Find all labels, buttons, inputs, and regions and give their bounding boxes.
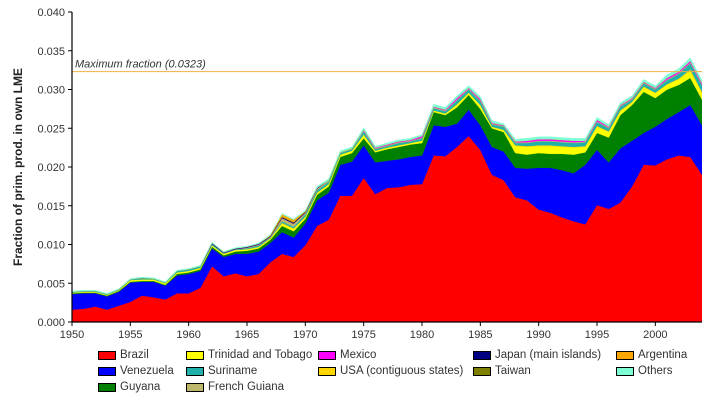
x-tick-label: 1975 bbox=[351, 329, 375, 341]
y-tick-label: 0.015 bbox=[37, 201, 65, 213]
legend-swatch-french-guiana bbox=[186, 382, 204, 392]
legend-label: Brazil bbox=[120, 349, 149, 361]
legend-label: Guyana bbox=[120, 381, 161, 393]
legend-label: Others bbox=[638, 365, 673, 377]
legend-item-argentina: Argentina bbox=[616, 349, 687, 361]
legend-item-suriname: Suriname bbox=[186, 365, 257, 377]
y-tick-label: 0.020 bbox=[37, 162, 65, 174]
x-tick-label: 1990 bbox=[526, 329, 550, 341]
legend-swatch-venezuela bbox=[98, 366, 116, 376]
legend-label: Argentina bbox=[638, 349, 688, 361]
legend-item-guyana: Guyana bbox=[98, 381, 160, 393]
legend-swatch-trinidad-and-tobago bbox=[186, 350, 204, 360]
x-tick-label: 1980 bbox=[410, 329, 434, 341]
y-ticks: 0.000 0.005 0.010 0.015 0.020 0.025 0.030 0.035… bbox=[37, 7, 72, 329]
legend-label: Mexico bbox=[340, 349, 377, 361]
legend-swatch-others bbox=[616, 366, 634, 376]
legend-swatch-brazil bbox=[98, 350, 116, 360]
y-axis-label: Fraction of prim. prod. in own LME bbox=[11, 68, 25, 266]
x-tick-label: 1970 bbox=[293, 329, 317, 341]
y-tick-label: 0.005 bbox=[37, 278, 65, 290]
legend-item-others: Others bbox=[616, 365, 673, 377]
y-tick-label: 0.000 bbox=[37, 317, 65, 329]
legend-item-trinidad-and-tobago: Trinidad and Tobago bbox=[186, 349, 312, 361]
legend: Brazil Venezuela Guyana Trinidad and Tob… bbox=[98, 349, 702, 409]
area-layers bbox=[71, 57, 702, 323]
legend-label: Venezuela bbox=[120, 365, 174, 377]
x-tick-label: 1955 bbox=[118, 329, 142, 341]
legend-label: Trinidad and Tobago bbox=[208, 349, 313, 361]
y-tick-label: 0.030 bbox=[37, 85, 65, 97]
y-tick-label: 0.040 bbox=[37, 7, 65, 19]
legend-label: Suriname bbox=[208, 365, 258, 377]
legend-label: USA (contiguous states) bbox=[340, 365, 464, 377]
y-tick-label: 0.035 bbox=[37, 46, 65, 58]
x-ticks: 1950 1955 1960 1965 1970 1975 1980 1985 1990 1995… bbox=[60, 322, 668, 341]
legend-swatch-japan bbox=[473, 350, 491, 360]
legend-item-venezuela: Venezuela bbox=[98, 365, 174, 377]
x-tick-label: 2000 bbox=[643, 329, 667, 341]
maximum-fraction-label: Maximum fraction (0.0323) bbox=[75, 59, 206, 71]
x-tick-label: 1950 bbox=[60, 329, 84, 341]
legend-swatch-suriname bbox=[186, 366, 204, 376]
x-tick-label: 1960 bbox=[176, 329, 200, 341]
y-tick-label: 0.025 bbox=[37, 123, 65, 135]
legend-item-japan: Japan (main islands) bbox=[473, 349, 601, 361]
x-tick-label: 1965 bbox=[235, 329, 259, 341]
legend-swatch-argentina bbox=[616, 350, 634, 360]
stacked-area-chart: Maximum fraction (0.0323) 0.000 0.005 0.01… bbox=[11, 7, 702, 341]
legend-item-brazil: Brazil bbox=[98, 349, 149, 361]
legend-swatch-mexico bbox=[318, 350, 336, 360]
legend-label: French Guiana bbox=[208, 381, 285, 393]
x-tick-label: 1985 bbox=[468, 329, 492, 341]
legend-swatch-guyana bbox=[98, 382, 116, 392]
legend-item-mexico: Mexico bbox=[318, 349, 376, 361]
legend-label: Taiwan bbox=[495, 365, 531, 377]
x-tick-label: 1995 bbox=[585, 329, 609, 341]
legend-label: Japan (main islands) bbox=[495, 349, 602, 361]
legend-item-usa: USA (contiguous states) bbox=[318, 365, 463, 377]
legend-swatch-taiwan bbox=[473, 366, 491, 376]
legend-item-french-guiana: French Guiana bbox=[186, 381, 284, 393]
legend-swatch-usa bbox=[318, 366, 336, 376]
y-tick-label: 0.010 bbox=[37, 240, 65, 252]
legend-item-taiwan: Taiwan bbox=[473, 365, 531, 377]
area-others bbox=[71, 57, 702, 295]
